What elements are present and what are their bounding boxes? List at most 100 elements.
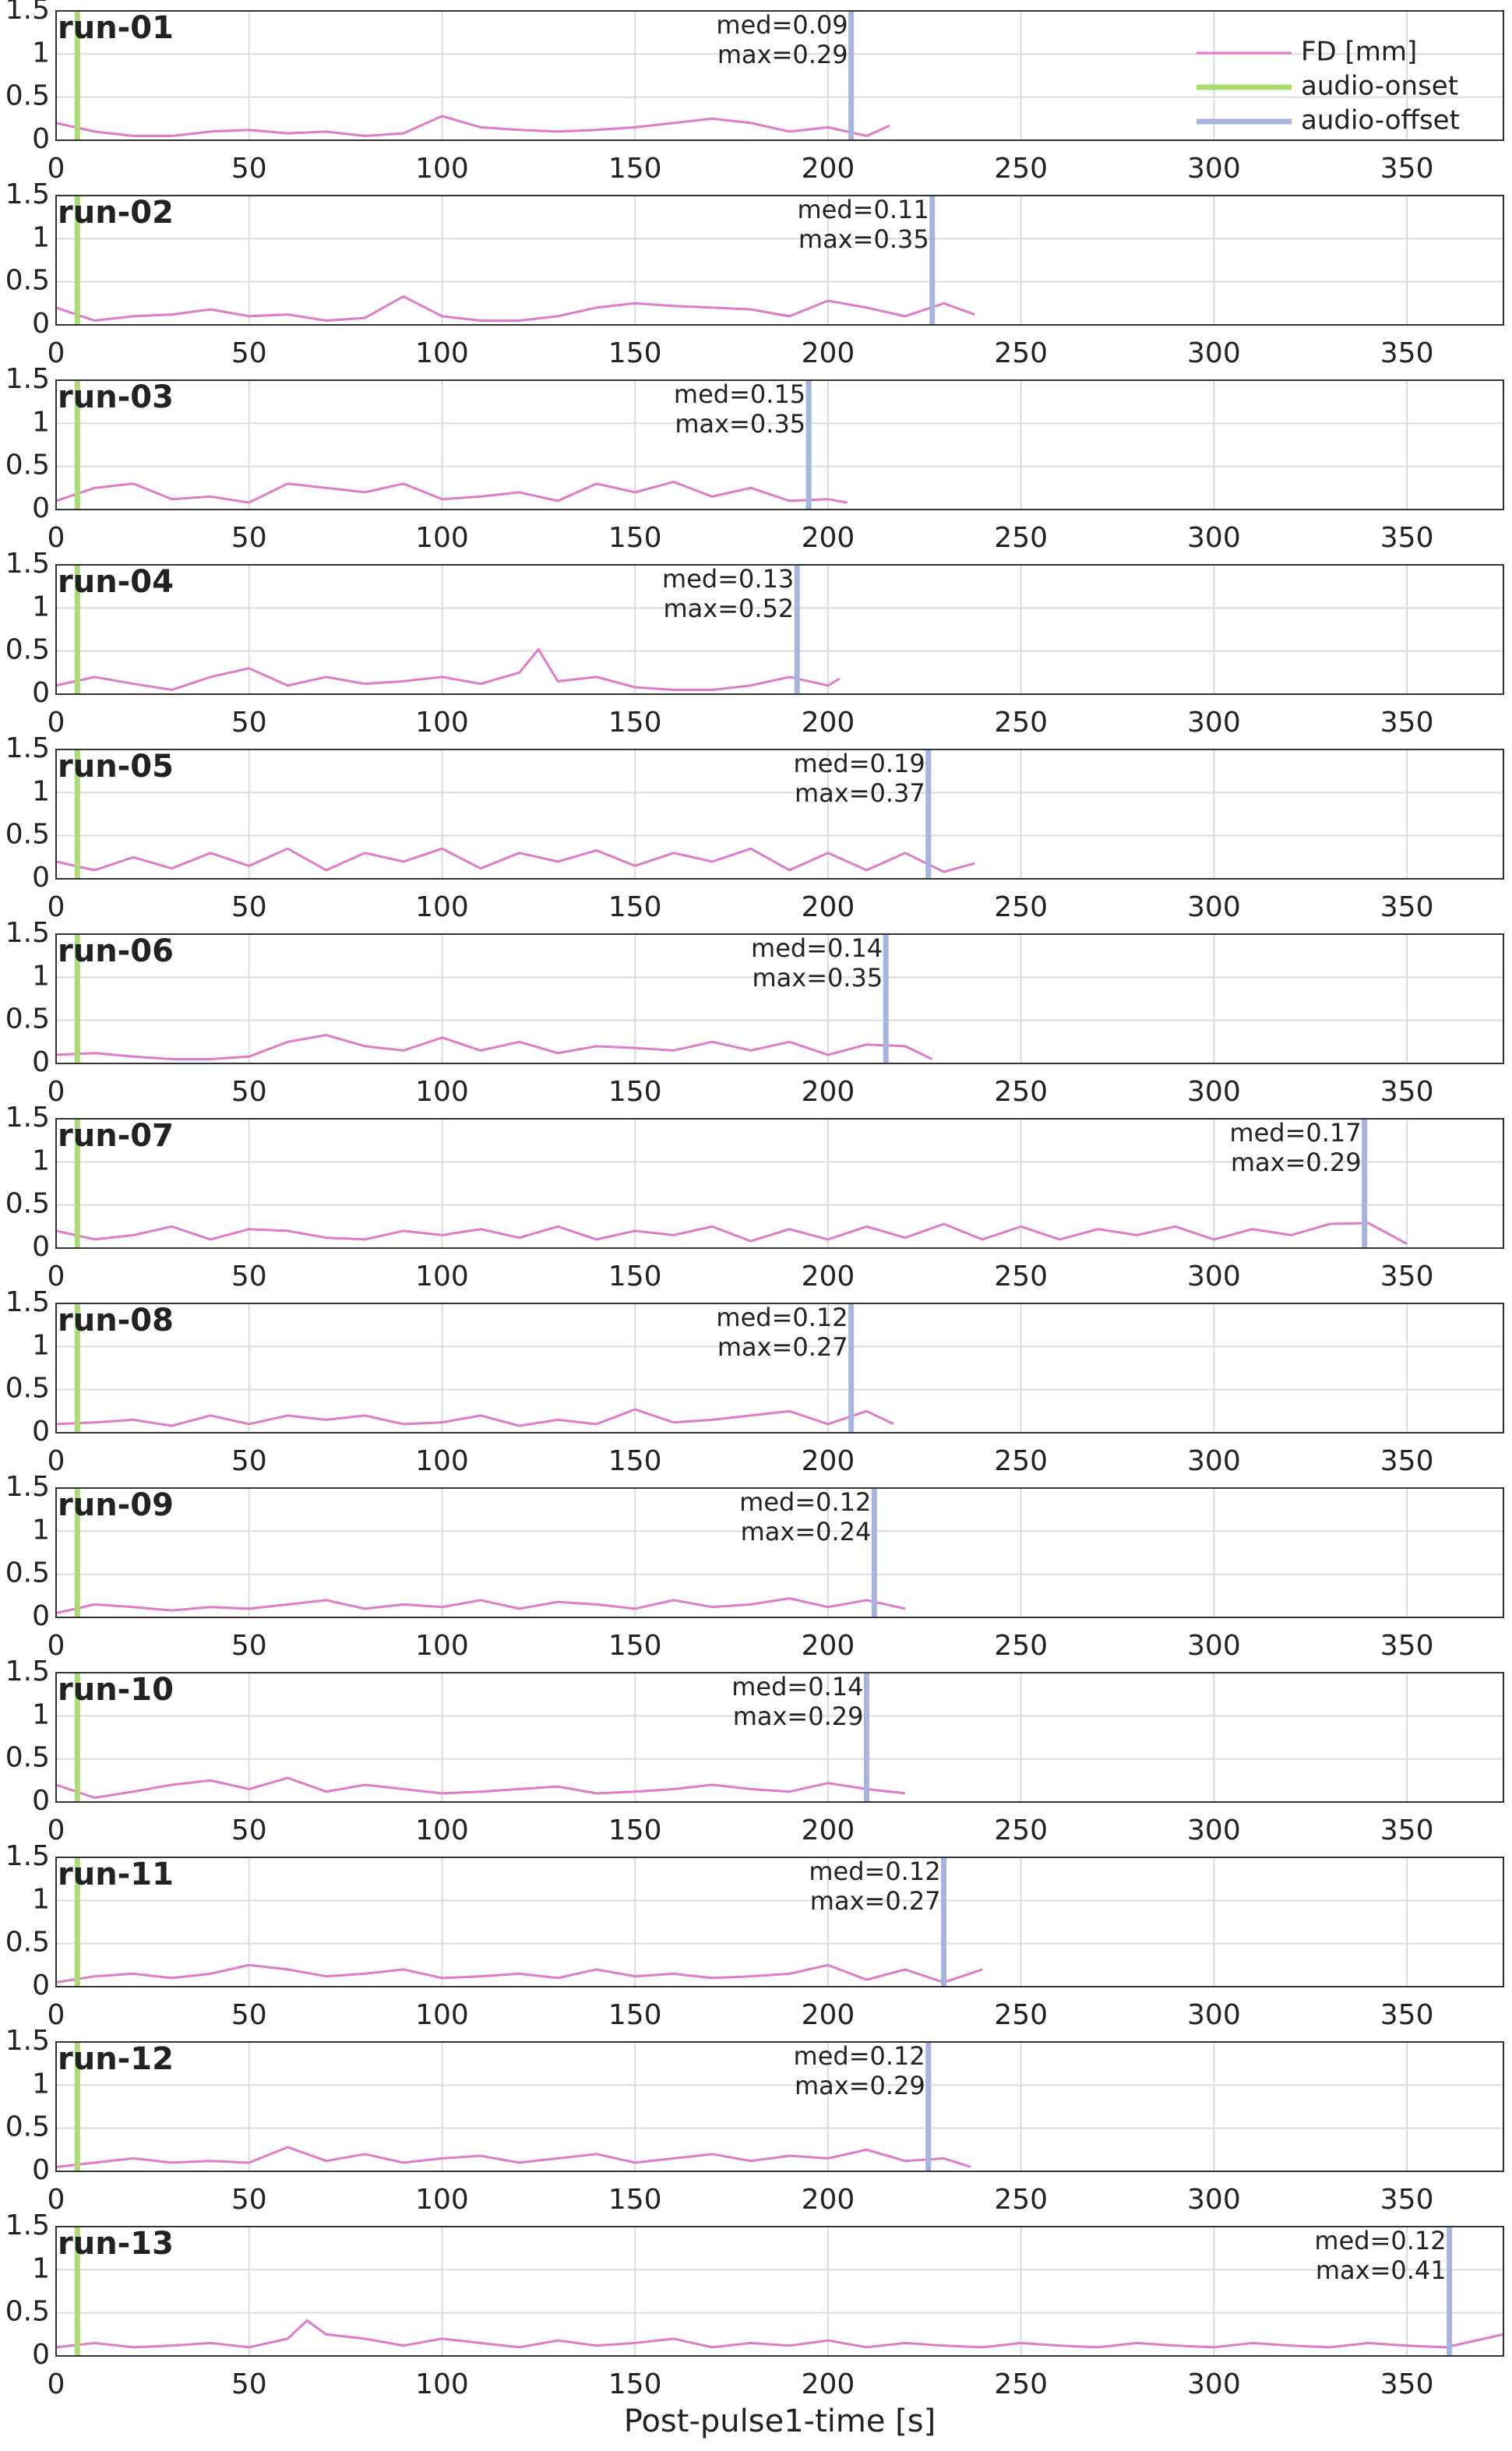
x-tick-label: 200 <box>802 1261 855 1293</box>
y-tick-label: 0.5 <box>5 1003 50 1035</box>
x-tick-label: 100 <box>415 1999 469 2031</box>
x-tick-label: 100 <box>415 522 469 554</box>
fd-line <box>55 1963 983 1984</box>
y-tick-label: 1 <box>32 37 50 69</box>
x-tick-label: 250 <box>994 1814 1048 1846</box>
x-tick-label: 150 <box>608 1261 662 1293</box>
plot-frame <box>55 2226 1504 2357</box>
x-tick-label: 350 <box>1380 707 1434 739</box>
y-tick-label: 0 <box>32 1600 50 1632</box>
x-tick-label: 200 <box>802 1814 855 1846</box>
x-tick-label: 300 <box>1187 522 1241 554</box>
x-tick-label: 0 <box>48 2184 65 2216</box>
y-tick-label: 0 <box>32 1785 50 1817</box>
x-tick-label: 150 <box>608 153 662 185</box>
y-tick-label: 1.5 <box>5 2025 50 2057</box>
stat-annotation: max=0.35 <box>675 409 805 439</box>
x-tick-label: 0 <box>48 1630 65 1662</box>
y-tick-label: 1 <box>32 2252 50 2284</box>
y-tick-label: 0 <box>32 1970 50 2001</box>
stat-annotation: med=0.17 <box>1229 1118 1361 1148</box>
legend-label: audio-onset <box>1301 71 1458 102</box>
x-tick-label: 100 <box>415 1261 469 1293</box>
fd-line <box>55 647 841 692</box>
y-tick-label: 1 <box>32 960 50 992</box>
x-tick-label: 250 <box>994 891 1048 923</box>
x-tick-label: 50 <box>231 1261 267 1293</box>
x-tick-label: 350 <box>1380 1261 1434 1293</box>
plot-frame <box>55 749 1504 880</box>
plot-frame <box>55 1672 1504 1803</box>
x-axis-label: Post-pulse1-time [s] <box>624 2403 936 2439</box>
x-tick-label: 200 <box>802 1630 855 1662</box>
stat-annotation: max=0.24 <box>741 1517 872 1546</box>
plot-frame <box>55 2041 1504 2172</box>
y-tick-label: 0.5 <box>5 2296 50 2328</box>
panel-title: run-05 <box>58 749 174 785</box>
x-tick-label: 50 <box>231 1999 267 2031</box>
x-tick-label: 0 <box>48 2368 65 2400</box>
y-tick-label: 0.5 <box>5 450 50 481</box>
stat-annotation: max=0.29 <box>795 2071 925 2100</box>
stat-annotation: max=0.27 <box>717 1332 848 1362</box>
y-tick-label: 0 <box>32 492 50 524</box>
stat-annotation: max=0.29 <box>1231 1148 1362 1177</box>
stat-annotation: med=0.12 <box>739 1487 871 1517</box>
plot-frame <box>55 933 1504 1064</box>
panel-title: run-06 <box>58 933 174 969</box>
x-tick-label: 100 <box>415 707 469 739</box>
y-tick-label: 0.5 <box>5 1557 50 1589</box>
x-tick-label: 50 <box>231 337 267 369</box>
stat-annotation: med=0.13 <box>662 564 794 594</box>
y-tick-label: 1.5 <box>5 1102 50 1134</box>
y-tick-label: 0 <box>32 2154 50 2186</box>
x-tick-label: 50 <box>231 1076 267 1108</box>
plot-area <box>56 1119 1503 1248</box>
panel-title: run-08 <box>58 1303 174 1338</box>
y-tick-label: 0 <box>32 1416 50 1448</box>
panel-title: run-03 <box>58 379 174 415</box>
y-tick-label: 1.5 <box>5 917 50 949</box>
fd-line <box>55 1033 933 1060</box>
plot-area <box>56 1488 1503 1617</box>
panel-title: run-10 <box>58 1672 174 1708</box>
x-tick-label: 0 <box>48 891 65 923</box>
stat-annotation: max=0.27 <box>810 1886 941 1916</box>
x-tick-label: 350 <box>1380 2368 1434 2400</box>
fd-line <box>55 2319 1504 2349</box>
y-tick-label: 0 <box>32 1046 50 1078</box>
y-tick-label: 1 <box>32 1698 50 1730</box>
x-tick-label: 300 <box>1187 707 1241 739</box>
x-tick-label: 0 <box>48 337 65 369</box>
fd-line <box>55 115 890 138</box>
y-tick-label: 1.5 <box>5 1471 50 1503</box>
x-tick-label: 250 <box>994 2368 1048 2400</box>
stat-annotation: max=0.52 <box>664 594 795 623</box>
stat-annotation: med=0.14 <box>751 933 883 963</box>
plot-frame <box>55 379 1504 510</box>
panel-title: run-04 <box>58 564 174 600</box>
y-tick-label: 1.5 <box>5 732 50 764</box>
y-tick-label: 1 <box>32 591 50 622</box>
x-tick-label: 100 <box>415 891 469 923</box>
plot-area <box>56 749 1503 879</box>
plot-frame <box>55 564 1504 695</box>
x-tick-label: 300 <box>1187 1630 1241 1662</box>
x-tick-label: 200 <box>802 2368 855 2400</box>
fd-line <box>55 294 975 323</box>
y-tick-label: 1.5 <box>5 548 50 580</box>
stat-annotation: max=0.35 <box>752 963 883 993</box>
x-tick-label: 150 <box>608 1076 662 1108</box>
x-tick-label: 300 <box>1187 1814 1241 1846</box>
x-tick-label: 350 <box>1380 337 1434 369</box>
y-tick-label: 1 <box>32 1329 50 1361</box>
x-tick-label: 300 <box>1187 1261 1241 1293</box>
y-tick-label: 1 <box>32 1883 50 1915</box>
y-tick-label: 1.5 <box>5 1286 50 1318</box>
stat-annotation: max=0.29 <box>733 1702 864 1731</box>
x-tick-label: 50 <box>231 2184 267 2216</box>
fd-line <box>55 1408 894 1427</box>
x-tick-label: 350 <box>1380 1076 1434 1108</box>
panel-title: run-09 <box>58 1487 174 1523</box>
x-tick-label: 200 <box>802 1076 855 1108</box>
